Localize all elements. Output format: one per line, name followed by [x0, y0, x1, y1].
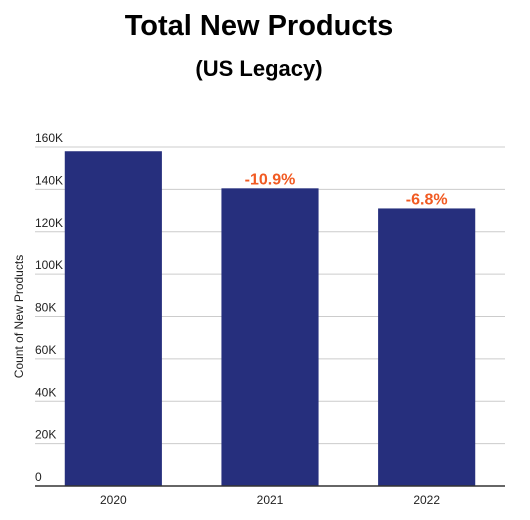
chart-subtitle: (US Legacy) — [195, 56, 323, 81]
x-tick-label: 2022 — [413, 493, 440, 507]
y-tick-label: 60K — [35, 343, 56, 357]
bar — [378, 208, 476, 486]
bar — [221, 188, 319, 487]
y-tick-label: 160K — [35, 131, 63, 145]
y-axis-title: Count of New Products — [12, 255, 26, 378]
bar-annotation: -6.8% — [406, 191, 448, 208]
y-tick-label: 20K — [35, 428, 56, 442]
y-tick-label: 80K — [35, 301, 56, 315]
y-tick-label: 40K — [35, 385, 56, 399]
bar-annotation: -10.9% — [245, 171, 296, 188]
y-tick-label: 100K — [35, 258, 63, 272]
x-tick-label: 2020 — [100, 493, 127, 507]
bar — [64, 151, 162, 487]
x-tick-label: 2021 — [257, 493, 284, 507]
y-tick-label: 140K — [35, 173, 63, 187]
y-tick-label: 120K — [35, 216, 63, 230]
chart-title: Total New Products — [124, 10, 394, 42]
y-tick-label: 0 — [35, 470, 42, 484]
